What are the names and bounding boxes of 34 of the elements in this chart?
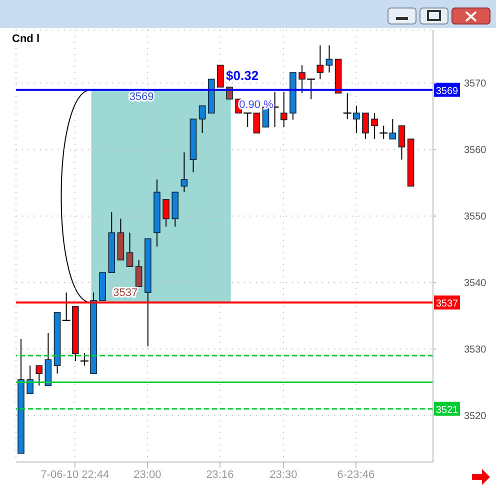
y-tick-label: 3520 bbox=[464, 411, 487, 422]
annotation: 3569 bbox=[129, 90, 154, 103]
x-tick-label: 23:16 bbox=[206, 468, 234, 481]
candlestick bbox=[198, 105, 206, 134]
candlestick bbox=[326, 44, 333, 74]
candlestick bbox=[371, 112, 378, 140]
annotation: 3537 bbox=[113, 286, 138, 299]
ref-line-label: 3537 bbox=[436, 298, 459, 310]
ref-line-label: 3521 bbox=[436, 404, 459, 416]
y-tick-label: 3540 bbox=[464, 278, 487, 290]
x-tick-label: 23:00 bbox=[134, 468, 162, 481]
x-tick-label: 7-06-10 22:44 bbox=[40, 468, 110, 481]
candlestick bbox=[253, 112, 260, 134]
y-tick-label: 3570 bbox=[464, 78, 487, 90]
candlestick bbox=[316, 44, 324, 80]
x-tick-label: 23:30 bbox=[270, 468, 298, 481]
y-tick-label: 3560 bbox=[464, 145, 487, 156]
ref-line-label: 3569 bbox=[436, 86, 459, 97]
candlestick bbox=[398, 125, 406, 160]
candlestick bbox=[280, 91, 288, 128]
candlestick bbox=[362, 112, 369, 140]
x-tick-label: 6-23:46 bbox=[337, 468, 375, 481]
annotation: Cnd l bbox=[12, 33, 40, 45]
candlestick bbox=[135, 259, 142, 288]
annotation: $0.32 bbox=[226, 68, 259, 83]
candlestick bbox=[36, 365, 43, 386]
candlestick bbox=[162, 198, 170, 228]
candlestick bbox=[217, 64, 224, 88]
candlestick bbox=[126, 232, 134, 268]
candlestick bbox=[26, 365, 34, 394]
candlestick bbox=[180, 152, 188, 193]
y-tick-label: 3550 bbox=[464, 212, 487, 223]
y-tick-label: 3530 bbox=[464, 344, 487, 356]
candlestick bbox=[389, 118, 396, 140]
